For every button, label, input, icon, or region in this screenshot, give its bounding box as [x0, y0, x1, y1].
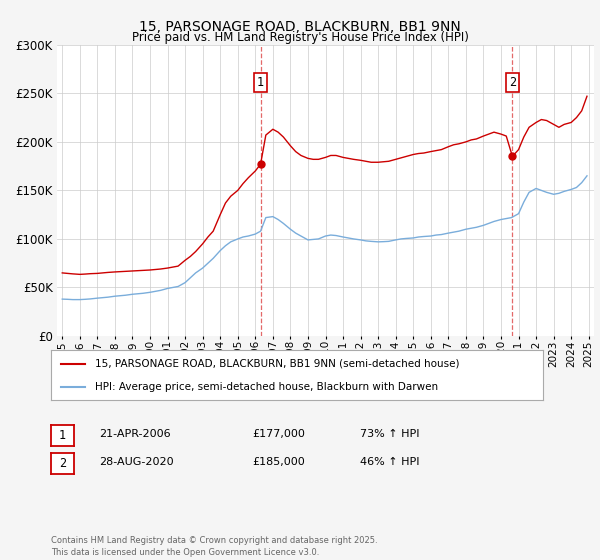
- Text: 1: 1: [257, 76, 264, 89]
- Text: HPI: Average price, semi-detached house, Blackburn with Darwen: HPI: Average price, semi-detached house,…: [95, 382, 439, 392]
- Text: 2: 2: [59, 457, 66, 470]
- Text: 28-AUG-2020: 28-AUG-2020: [99, 457, 173, 467]
- Text: 2: 2: [509, 76, 516, 89]
- Text: 15, PARSONAGE ROAD, BLACKBURN, BB1 9NN: 15, PARSONAGE ROAD, BLACKBURN, BB1 9NN: [139, 20, 461, 34]
- Text: £177,000: £177,000: [252, 429, 305, 439]
- Text: 1: 1: [59, 429, 66, 442]
- Text: 21-APR-2006: 21-APR-2006: [99, 429, 170, 439]
- Text: 46% ↑ HPI: 46% ↑ HPI: [360, 457, 419, 467]
- Text: Price paid vs. HM Land Registry's House Price Index (HPI): Price paid vs. HM Land Registry's House …: [131, 31, 469, 44]
- Text: Contains HM Land Registry data © Crown copyright and database right 2025.
This d: Contains HM Land Registry data © Crown c…: [51, 536, 377, 557]
- Text: 73% ↑ HPI: 73% ↑ HPI: [360, 429, 419, 439]
- Text: 15, PARSONAGE ROAD, BLACKBURN, BB1 9NN (semi-detached house): 15, PARSONAGE ROAD, BLACKBURN, BB1 9NN (…: [95, 358, 460, 368]
- Text: £185,000: £185,000: [252, 457, 305, 467]
